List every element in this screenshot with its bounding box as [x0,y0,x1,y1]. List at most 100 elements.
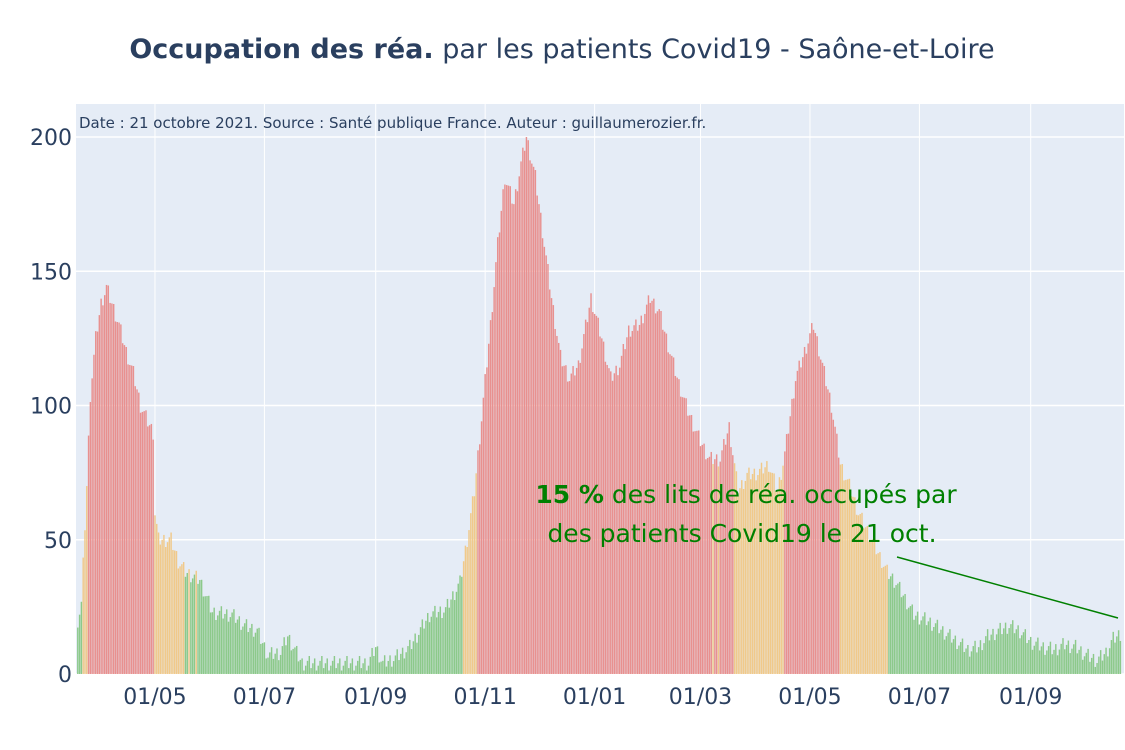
bar [77,627,79,674]
bar [676,377,678,674]
bar [552,305,555,674]
annotation-arrow [896,556,1119,619]
bar [331,660,334,674]
bar [163,534,165,674]
bar [263,642,266,674]
bar [1119,640,1122,674]
bar [1031,649,1034,674]
bar [326,658,328,674]
bar [868,541,870,674]
bar [405,652,407,674]
bar [920,620,922,674]
bar [606,364,608,674]
bar [301,658,303,674]
bar [943,639,946,674]
bar [750,479,752,674]
bar [857,515,860,674]
bar [1020,635,1023,674]
bar [611,380,614,674]
bar [439,606,442,674]
bar [428,622,431,674]
bar [513,204,515,675]
bar [507,185,510,674]
bar [410,649,413,674]
bar [577,360,580,674]
bar [290,650,293,674]
bar [1117,630,1120,674]
bar [1092,653,1095,674]
bar [701,444,704,674]
bar [340,670,343,674]
source-note: Date : 21 octobre 2021. Source : Santé p… [79,114,706,132]
bar [527,140,529,675]
bar [107,285,110,674]
bar [1037,637,1039,674]
bar [136,389,138,674]
bar [339,658,341,674]
bar [1069,653,1071,674]
bar [224,613,226,674]
bar [292,648,294,674]
bar [190,582,192,674]
y-tick-label: 0 [58,663,72,688]
bar [152,439,154,674]
bar [694,431,696,674]
bar [1078,649,1080,674]
bar [830,412,833,674]
bar [1024,629,1027,674]
bar [141,411,144,674]
bar [814,333,817,674]
bar [624,349,626,674]
bar [954,635,957,674]
bar [671,355,673,674]
bar [139,412,142,674]
bar [1017,625,1019,674]
bar [471,496,474,674]
bar [333,656,336,674]
bar [1090,657,1093,674]
bar [441,618,443,674]
bar [123,345,126,674]
bar [1010,624,1012,674]
bar [758,468,761,674]
bar [437,611,440,674]
bar [568,381,571,674]
bar [900,597,903,674]
bar [823,366,826,674]
bar [466,547,468,674]
bar [200,579,203,674]
bar [613,373,616,674]
bar [793,398,795,674]
bar [710,451,712,674]
bar [1015,629,1018,674]
bar [1022,632,1025,674]
bar [159,544,162,674]
bar [845,479,847,674]
bar [78,614,81,674]
bar [706,458,709,674]
bar [498,232,501,674]
bar [934,623,937,674]
bar [825,386,827,674]
bar [1026,643,1028,674]
bar [531,163,533,674]
bar [1019,638,1021,674]
bar [550,298,553,674]
bar [1056,655,1059,674]
bar [994,640,996,674]
bar [724,444,727,674]
bar [1055,644,1057,674]
chart-title: Occupation des réa. par les patients Cov… [129,34,994,65]
bar [1053,649,1055,674]
bar [82,557,84,674]
bar [827,389,829,674]
annotation-line-1-rest: des lits de réa. occupés par [604,480,957,509]
bar [615,365,617,674]
bar [816,336,818,674]
bar [703,443,705,674]
bar [635,319,637,674]
bar [532,166,535,675]
bar [1116,636,1118,674]
x-tick-label: 01/03 [669,685,732,710]
bar [154,515,156,674]
